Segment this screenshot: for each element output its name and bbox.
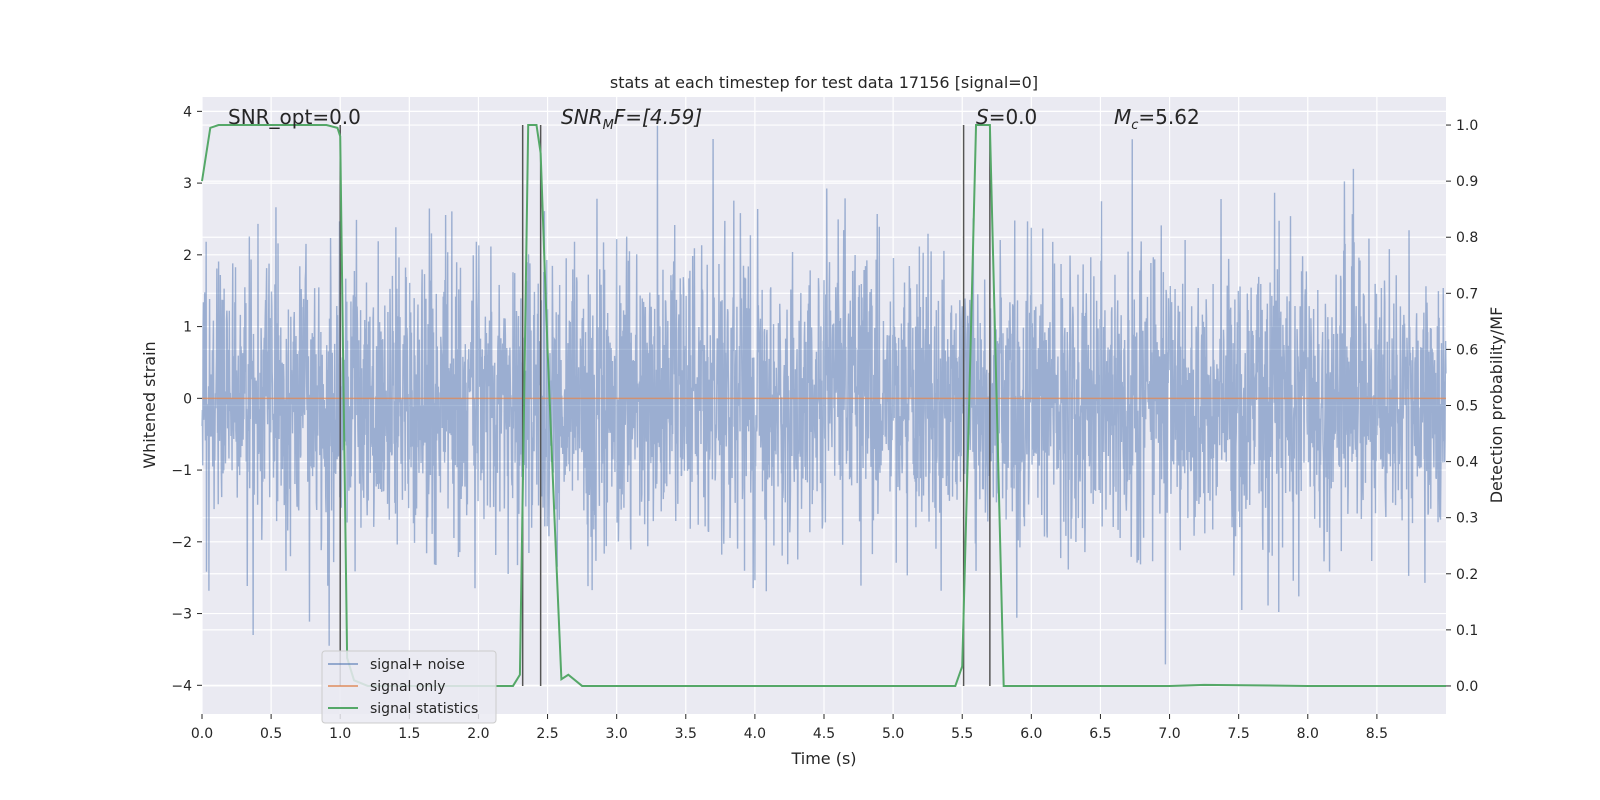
x-tick-label: 8.0: [1297, 726, 1319, 742]
y-right-tick-label: 0.0: [1456, 679, 1478, 695]
y-axis-right-ticks: 1.0 0.9 0.8 0.7 0.6 0.5 0.4 0.3 0.2 0.1 0.0: [1446, 118, 1478, 695]
x-tick-label: 8.5: [1366, 726, 1388, 742]
x-tick-label: 7.0: [1158, 726, 1180, 742]
y-left-tick-label: 4: [183, 104, 192, 120]
x-tick-label: 6.0: [1020, 726, 1042, 742]
x-tick-label: 7.5: [1228, 726, 1250, 742]
y-right-tick-label: 0.2: [1456, 567, 1478, 583]
y-axis-left-ticks: 4 3 2 1 0 −1 −2 −3 −4: [171, 104, 202, 694]
x-tick-label: 4.5: [813, 726, 835, 742]
annotation-snr-opt: SNR_opt=0.0: [228, 105, 361, 129]
y-right-tick-label: 0.9: [1456, 174, 1478, 190]
y-left-tick-label: −3: [171, 607, 192, 623]
y-left-tick-label: −4: [171, 678, 192, 694]
x-tick-label: 6.5: [1089, 726, 1111, 742]
x-tick-label: 5.5: [951, 726, 973, 742]
y-right-tick-label: 1.0: [1456, 118, 1478, 134]
y-axis-right-label: Detection probability/MF: [1487, 307, 1506, 504]
y-right-tick-label: 0.4: [1456, 455, 1478, 471]
legend: signal+ noise signal only signal statist…: [321, 650, 497, 724]
x-tick-label: 1.5: [398, 726, 420, 742]
x-axis-label: Time (s): [790, 749, 856, 768]
annotation-s: S=0.0: [976, 105, 1037, 129]
signal-statistics-line: [201, 124, 1446, 687]
y-axis-left-label: Whitened strain: [140, 341, 159, 468]
y-right-tick-label: 0.1: [1456, 623, 1478, 639]
y-right-tick-label: 0.3: [1456, 511, 1478, 527]
y-left-tick-label: −1: [171, 463, 192, 479]
y-left-tick-label: 2: [183, 248, 192, 264]
x-tick-label: 0.5: [260, 726, 282, 742]
y-left-tick-label: 0: [183, 391, 192, 407]
annotation-mc: Mc=5.62: [1114, 105, 1200, 133]
legend-box: [321, 650, 497, 724]
signal-noise-series: [201, 125, 1447, 665]
y-right-tick-label: 0.7: [1456, 286, 1478, 302]
y-left-tick-label: −2: [171, 535, 192, 551]
signal-statistics-series: [201, 124, 1446, 687]
annotation-snr-mf: SNRMF=[4.59]: [561, 105, 702, 133]
legend-label-signal: signal only: [370, 679, 445, 695]
y-right-tick-label: 0.5: [1456, 399, 1478, 415]
legend-label-statistics: signal statistics: [370, 701, 478, 717]
x-tick-label: 2.5: [536, 726, 558, 742]
x-tick-label: 3.5: [675, 726, 697, 742]
x-tick-label: 4.0: [744, 726, 766, 742]
x-tick-label: 3.0: [606, 726, 628, 742]
y-right-tick-label: 0.6: [1456, 342, 1478, 358]
noise-trace-line: [201, 125, 1447, 665]
y-left-tick-label: 3: [183, 176, 192, 192]
x-axis-ticks: 0.0 0.5 1.0 1.5 2.0 2.5 3.0 3.5 4.0 4.5 5.0 5.5 6.0 6…: [191, 714, 1388, 742]
x-tick-label: 0.0: [191, 726, 213, 742]
legend-label-noise: signal+ noise: [370, 657, 465, 673]
x-tick-label: 5.0: [882, 726, 904, 742]
x-tick-label: 1.0: [329, 726, 351, 742]
y-right-tick-label: 0.8: [1456, 230, 1478, 246]
x-tick-label: 2.0: [467, 726, 489, 742]
y-left-tick-label: 1: [183, 320, 192, 336]
chart-title: stats at each timestep for test data 171…: [610, 73, 1038, 92]
